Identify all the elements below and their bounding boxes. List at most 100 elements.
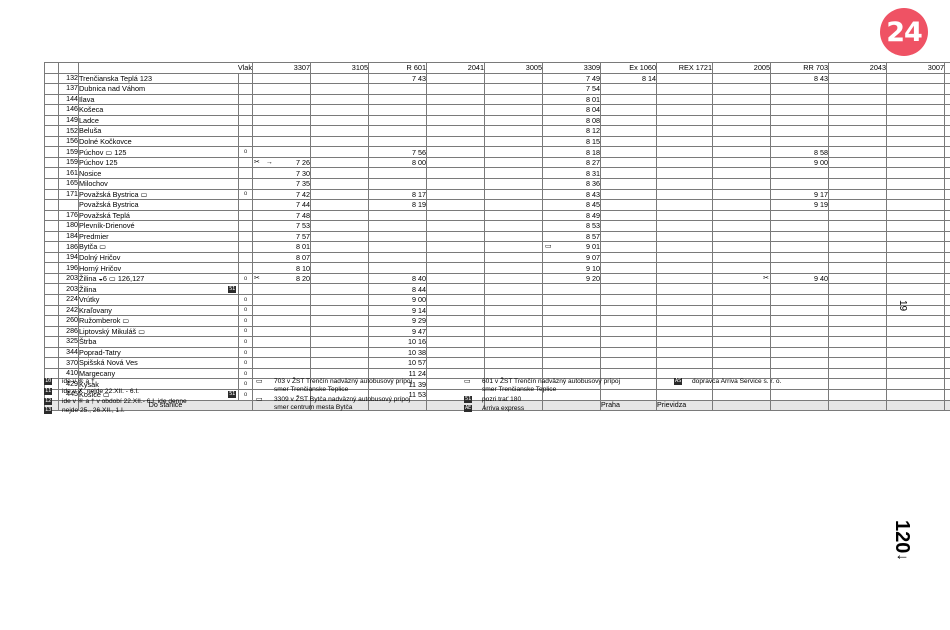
row-km: 196 [58, 262, 79, 274]
row-symbol [44, 272, 59, 285]
time-cell [886, 283, 946, 296]
station-name[interactable]: Kraľovany [78, 304, 239, 317]
table-row: 325 Štrba o 10 16 [44, 336, 950, 348]
time-cell [944, 336, 950, 348]
station-name[interactable]: Trenčianska Teplá 123 [78, 72, 239, 85]
time-cell [600, 325, 658, 338]
legend-text: 3309 v ŽST Bytča nadväzný autobusový prí… [274, 396, 464, 412]
station-name[interactable]: Bytča ▭ [78, 241, 239, 253]
time-cell: 9 29 [368, 315, 428, 327]
time-cell [656, 156, 714, 169]
train-header-rr-703[interactable]: RR 703 [770, 62, 830, 74]
station-name[interactable]: Považská Teplá [78, 209, 239, 222]
train-header-rex-1721[interactable]: REX 1721 [656, 62, 714, 74]
station-name[interactable]: Ružomberok ▭ [78, 315, 239, 327]
station-name[interactable]: Poprad-Tatry [78, 346, 239, 359]
station-name[interactable]: Púchov ▭ 125 [78, 146, 239, 158]
station-name[interactable]: Košeca [78, 104, 239, 116]
time-cell [770, 178, 830, 190]
table-row: 203 Žilina 51 8 44 [44, 283, 950, 296]
destination-cell [944, 399, 950, 412]
station-name[interactable]: Horný Hričov [78, 262, 239, 274]
station-name[interactable]: Milochov [78, 178, 239, 190]
station-name[interactable]: Dubnica nad Váhom [78, 83, 239, 95]
time-cell [828, 315, 888, 327]
station-name[interactable]: Ladce [78, 114, 239, 127]
station-name[interactable]: Žilina 51 [78, 283, 239, 296]
time-cell [886, 272, 946, 285]
time-cell [484, 262, 544, 274]
station-name[interactable]: Predmier [78, 230, 239, 243]
time-cell [542, 357, 602, 369]
time-cell: 7 43 [368, 72, 428, 85]
train-header-3105[interactable]: 3105 [310, 62, 370, 74]
time-cell [828, 135, 888, 148]
time-cell [828, 336, 888, 348]
time-cell [886, 220, 946, 232]
legend-code-badge: 10 [44, 378, 52, 385]
time-cell: 9 14 [368, 304, 428, 317]
time-cell: 8 53 [542, 220, 602, 232]
row-symbol [44, 188, 59, 201]
station-name[interactable]: Liptovský Mikuláš ▭ [78, 325, 239, 338]
legend-row: 10 ide v ⑥ a † [44, 378, 256, 386]
time-cell [542, 346, 602, 359]
stop-marker: o [237, 304, 254, 317]
time-cell [484, 251, 544, 264]
time-cell [944, 388, 950, 401]
legend-text: 703 v ŽST Trenčín nadväzný autobusový pr… [274, 378, 464, 394]
station-name[interactable]: Plevník-Drienové [78, 220, 239, 232]
station-name[interactable]: Beluša [78, 125, 239, 137]
station-name[interactable]: Spišská Nová Ves [78, 357, 239, 369]
time-cell [600, 230, 658, 243]
time-cell [310, 93, 370, 106]
station-name[interactable]: Dolné Kočkovce [78, 135, 239, 148]
row-symbol [44, 251, 59, 264]
time-cell [828, 294, 888, 306]
station-name[interactable]: Púchov 125 [78, 156, 239, 169]
table-row: 180 Plevník-Drienové 7 53 8 53 [44, 220, 950, 232]
time-cell: 8 49 [542, 209, 602, 222]
row-km: 325 [58, 336, 79, 348]
station-name[interactable]: Nosice [78, 167, 239, 179]
station-name[interactable]: Vrútky [78, 294, 239, 306]
train-header-3007[interactable]: 3007 [886, 62, 946, 74]
table-footer: Do stanice PrahaPrievidzaGalanta [44, 399, 950, 412]
train-header-2005[interactable]: 2005 [712, 62, 772, 74]
train-header-3307[interactable]: 3307 [252, 62, 312, 74]
train-header-2041[interactable]: 2041 [426, 62, 486, 74]
time-cell [484, 336, 544, 348]
station-name[interactable]: Dolný Hričov [78, 251, 239, 264]
time-cell: 8 08 [542, 114, 602, 127]
row-km: 152 [58, 125, 79, 137]
stop-marker [237, 199, 254, 211]
legend-column-3: ▭ 601 v ŽST Trenčín nadväzný autobusový p… [464, 378, 674, 415]
station-name[interactable]: Ilava [78, 93, 239, 106]
row-km: 132 [58, 72, 79, 85]
station-name[interactable]: Štrba [78, 336, 239, 348]
time-cell: 7 44 [252, 199, 312, 211]
station-name[interactable]: Považská Bystrica [78, 199, 239, 211]
row-symbol [44, 199, 59, 211]
time-cell [484, 304, 544, 317]
train-header-3109[interactable]: 3109 [944, 62, 950, 74]
time-cell [828, 346, 888, 359]
station-name[interactable]: Žilina ◒6 ▭ 126,127 [78, 272, 239, 285]
time-cell: ✂ 8 20 [252, 272, 312, 285]
time-cell: 8 01 [252, 241, 312, 253]
row-symbol [44, 167, 59, 179]
time-cell [484, 188, 544, 201]
stop-marker [237, 104, 254, 116]
train-header-ex-1060[interactable]: Ex 1060 [600, 62, 658, 74]
time-cell [886, 125, 946, 137]
train-header-2043[interactable]: 2043 [828, 62, 888, 74]
time-cell [944, 230, 950, 243]
time-cell [770, 125, 830, 137]
train-header-3309[interactable]: 3309 [542, 62, 602, 74]
time-cell [712, 156, 772, 169]
time-cell [828, 104, 888, 116]
train-header-r-601[interactable]: R 601 [368, 62, 428, 74]
train-header-3005[interactable]: 3005 [484, 62, 544, 74]
station-name[interactable]: Považská Bystrica ▭ [78, 188, 239, 201]
time-cell [944, 114, 950, 127]
